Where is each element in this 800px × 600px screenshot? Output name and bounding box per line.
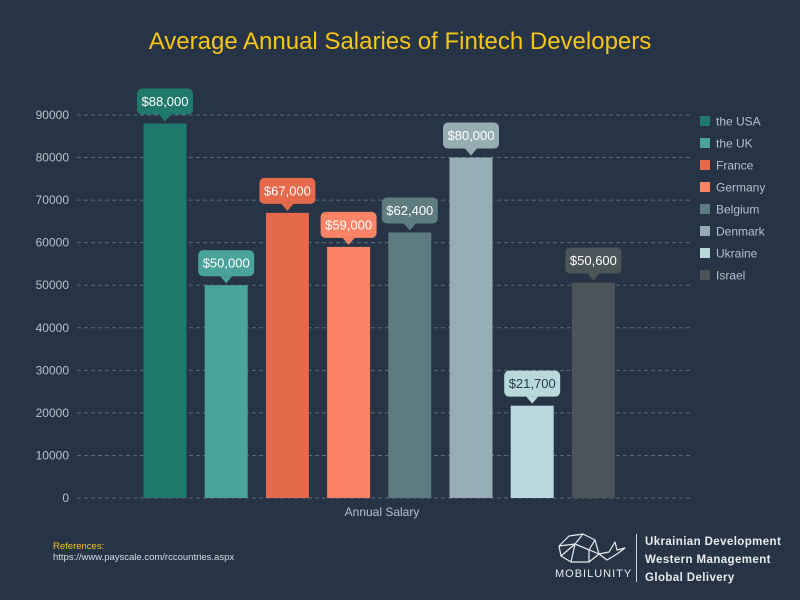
legend-swatch: [700, 182, 710, 192]
value-label-text: $62,400: [386, 203, 433, 218]
legend-item: Israel: [700, 269, 745, 283]
legend-label: the UK: [716, 137, 753, 151]
y-tick-label: 60000: [36, 236, 70, 250]
y-tick-label: 30000: [36, 363, 70, 377]
legend: the USA the UK France Germany Belgium Denmark…: [700, 115, 766, 283]
legend-swatch: [700, 116, 710, 126]
legend-swatch: [700, 248, 710, 258]
value-label-text: $80,000: [448, 128, 495, 143]
bar-the-usa: [143, 123, 187, 498]
value-label-text: $50,000: [203, 256, 250, 271]
y-axis: 0 10000 20000 30000 40000 50000 60000 70000 8000…: [36, 108, 70, 505]
whale-logo-icon: [558, 533, 626, 563]
legend-swatch: [700, 160, 710, 170]
chart-title: Average Annual Salaries of Fintech Devel…: [148, 28, 652, 55]
bar-germany: [327, 246, 371, 498]
y-tick-label: 40000: [36, 321, 70, 335]
legend-swatch: [700, 204, 710, 214]
value-label-text: $21,700: [509, 376, 556, 391]
legend-label: Israel: [716, 269, 745, 283]
brand-tagline: Western Management: [645, 554, 771, 566]
y-tick-label: 70000: [36, 193, 70, 207]
y-tick-label: 20000: [36, 406, 70, 420]
brand-name: MOBILUNITY: [555, 568, 633, 580]
legend-item: Germany: [700, 181, 765, 195]
brand-tagline: Ukrainian Development: [645, 536, 782, 548]
value-labels: $88,000 $50,000 $67,000 $59,000 $62,400 $80,0…: [137, 88, 622, 404]
legend-item: France: [700, 159, 754, 173]
value-label: $62,400: [381, 197, 438, 231]
value-label: $80,000: [443, 122, 499, 156]
brand-tagline: Global Delivery: [645, 572, 735, 584]
legend-label: Belgium: [716, 203, 759, 217]
bar-israel: [571, 282, 615, 498]
legend-label: Germany: [716, 181, 765, 195]
value-label-text: $88,000: [142, 94, 189, 109]
legend-item: Ukraine: [700, 247, 758, 261]
legend-item: Denmark: [700, 225, 766, 239]
y-tick-label: 10000: [36, 448, 70, 462]
legend-label: Denmark: [716, 225, 766, 239]
references: References: https://www.payscale.com/rcc…: [53, 541, 234, 563]
y-tick-label: 90000: [36, 108, 70, 122]
bar-the-uk: [204, 285, 248, 498]
value-label-text: $67,000: [264, 183, 311, 198]
brand-divider: [636, 534, 637, 582]
y-tick-label: 80000: [36, 151, 70, 165]
legend-swatch: [700, 226, 710, 236]
bar-belgium: [388, 232, 432, 498]
legend-item: the UK: [700, 137, 753, 151]
x-axis-label: Annual Salary: [345, 505, 420, 519]
value-label: $50,000: [198, 250, 255, 284]
references-url: https://www.payscale.com/rccountries.asp…: [53, 552, 235, 563]
value-label: $67,000: [259, 177, 316, 211]
y-tick-label: 0: [62, 491, 69, 505]
value-label: $59,000: [320, 211, 377, 245]
legend-label: the USA: [716, 115, 761, 129]
value-label: $88,000: [137, 88, 193, 122]
legend-label: France: [716, 159, 754, 173]
value-label: $50,600: [565, 247, 622, 281]
references-label: References:: [53, 541, 105, 552]
legend-label: Ukraine: [716, 247, 758, 261]
brand-taglines: Ukrainian Development Western Management…: [645, 533, 781, 587]
legend-swatch: [700, 270, 710, 280]
legend-item: Belgium: [700, 203, 759, 217]
legend-item: the USA: [700, 115, 761, 129]
y-tick-label: 50000: [36, 278, 70, 292]
bar-france: [265, 212, 309, 498]
value-label-text: $59,000: [325, 217, 372, 232]
bar-denmark: [449, 157, 493, 499]
bar-chart: 0 10000 20000 30000 40000 50000 60000 70000 8000…: [36, 88, 766, 519]
legend-swatch: [700, 138, 710, 148]
value-label-text: $50,600: [570, 253, 617, 268]
value-label: $21,700: [504, 370, 561, 404]
bar-ukraine: [510, 405, 554, 498]
bars: [143, 123, 615, 499]
brand-block: MOBILUNITY Ukrainian Development Western…: [555, 530, 795, 586]
